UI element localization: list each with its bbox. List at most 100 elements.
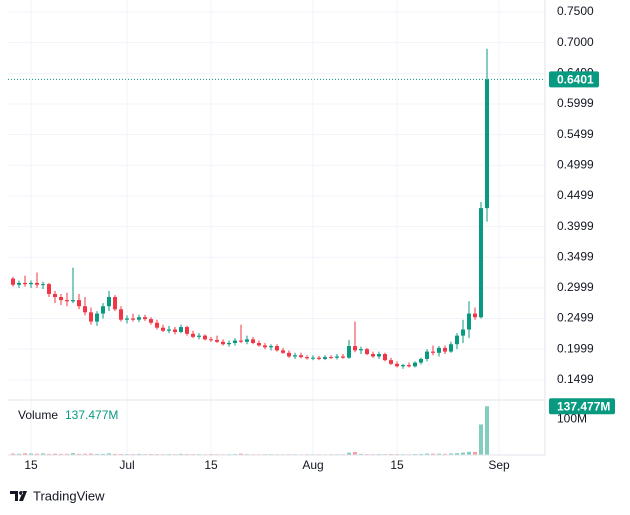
logo-icon — [10, 491, 27, 501]
y-tick-label: 0.1999 — [557, 341, 594, 355]
volume-bar — [71, 453, 75, 455]
candle-body — [449, 344, 453, 352]
grid-layer — [8, 0, 545, 455]
y-tick-label: 0.3999 — [557, 219, 594, 233]
candle-body — [371, 354, 375, 357]
candle-body — [155, 322, 159, 328]
volume-bar — [425, 453, 429, 455]
candle-body — [287, 352, 291, 357]
candle-body — [149, 319, 153, 323]
y-tick-label: 0.3499 — [557, 249, 594, 263]
volume-bar — [479, 424, 483, 455]
last-volume-label: 137.477M — [557, 399, 610, 413]
candle-body — [221, 341, 225, 345]
volume-bar — [353, 452, 357, 455]
candle-body — [305, 357, 309, 359]
candle-body — [395, 363, 399, 367]
x-tick-label: 15 — [204, 458, 218, 472]
volume-bar — [443, 453, 447, 455]
candle-body — [413, 362, 417, 367]
volume-bar — [65, 453, 69, 455]
volume-bar — [41, 453, 45, 455]
candle-body — [29, 282, 33, 285]
volume-bar — [179, 453, 183, 455]
volume-bar — [359, 453, 363, 455]
volume-bar — [461, 452, 465, 455]
volume-bar — [431, 453, 435, 455]
candle-body — [47, 284, 51, 294]
volume-bar — [113, 453, 117, 455]
volume-bar — [347, 452, 351, 455]
volume-bar — [95, 453, 99, 455]
candle-body — [101, 306, 105, 314]
candle-body — [53, 293, 57, 298]
candle-body — [203, 335, 207, 340]
y-tick-label: 0.4499 — [557, 188, 594, 202]
candle-body — [485, 79, 489, 209]
candle-body — [197, 335, 201, 337]
volume-bar — [47, 453, 51, 455]
candle-body — [257, 342, 261, 346]
volume-bar — [485, 406, 489, 455]
candle-body — [245, 339, 249, 342]
candle-body — [425, 351, 429, 359]
candle-body — [77, 300, 81, 307]
candle-body — [473, 313, 477, 318]
x-tick-label: 15 — [24, 458, 38, 472]
candle-body — [431, 351, 435, 353]
volume-bar — [437, 453, 441, 455]
candle-body — [299, 355, 303, 358]
volume-bar — [11, 453, 15, 455]
candle-body — [59, 297, 63, 301]
candle-body — [263, 345, 267, 348]
candle-body — [227, 342, 231, 345]
candle-body — [317, 357, 321, 359]
volume-bar — [101, 453, 105, 455]
candle-body — [125, 318, 129, 320]
candle-body — [137, 317, 141, 320]
candle-body — [281, 350, 285, 353]
candle-body — [173, 329, 177, 332]
candle-body — [347, 346, 351, 358]
candle-body — [323, 357, 327, 359]
y-tick-label: 0.4999 — [557, 157, 594, 171]
axis-layer: 0.75000.70000.64990.59990.54990.49990.44… — [8, 4, 615, 472]
y-tick-label: 0.2499 — [557, 311, 594, 325]
candle-body — [65, 300, 69, 302]
candle-body — [233, 340, 237, 343]
candle-body — [119, 309, 123, 320]
y-tick-label: 0.1499 — [557, 372, 594, 386]
candle-body — [275, 346, 279, 351]
candle-body — [329, 357, 333, 359]
volume-bar — [89, 453, 93, 455]
brand-text: TradingView — [33, 488, 105, 503]
volume-legend-value: 137.477M — [65, 408, 118, 422]
candle-body — [107, 297, 111, 307]
candle-body — [389, 360, 393, 364]
candle-body — [341, 356, 345, 358]
tradingview-logo: TradingView — [10, 488, 105, 503]
y-tick-label: 0.5999 — [557, 96, 594, 110]
candle-body — [383, 354, 387, 361]
candle-body — [185, 327, 189, 334]
volume-bar — [449, 453, 453, 455]
last-price-label: 0.6401 — [557, 73, 594, 87]
candle-body — [407, 365, 411, 367]
candle-body — [461, 329, 465, 336]
candle-body — [167, 329, 171, 331]
candle-body — [401, 365, 405, 367]
candle-body — [419, 358, 423, 363]
candle-body — [131, 318, 135, 320]
candle-body — [143, 317, 147, 320]
volume-bar — [107, 453, 111, 455]
volume-bar — [77, 453, 81, 455]
candle-body — [455, 335, 459, 345]
volume-bar — [29, 453, 33, 455]
volume-bar — [137, 453, 141, 455]
candle-body — [113, 297, 117, 310]
marks-layer — [11, 48, 489, 455]
x-tick-label: Aug — [302, 458, 323, 472]
candle-body — [89, 312, 93, 322]
volume-bar — [53, 453, 57, 455]
